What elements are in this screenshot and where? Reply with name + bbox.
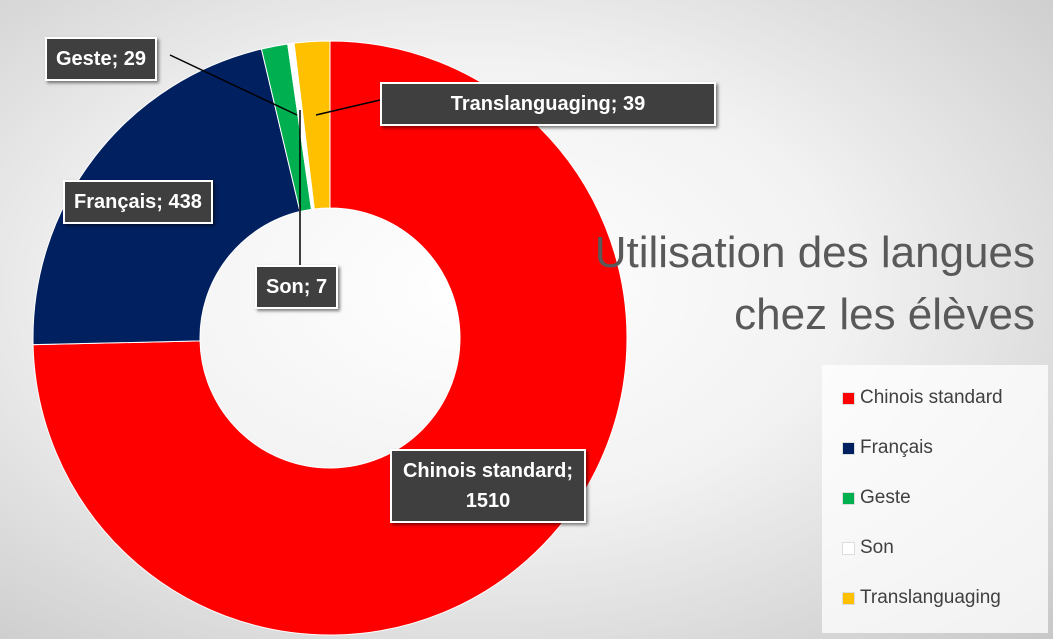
legend-item: Son: [842, 537, 894, 559]
donut-slice: [293, 40, 331, 210]
legend-label: Son: [860, 537, 894, 558]
data-label: Chinois standard; 1510: [390, 449, 586, 523]
legend-label: Translanguaging: [860, 587, 1001, 608]
legend-item: Français: [842, 437, 933, 459]
legend-swatch: [842, 391, 855, 405]
legend: Chinois standard Français Geste Son Translan…: [822, 365, 1048, 633]
data-label: Geste; 29: [45, 37, 158, 81]
legend-swatch: [842, 541, 855, 555]
legend-swatch: [842, 491, 855, 505]
data-label: Son; 7: [255, 265, 339, 309]
legend-item: Chinois standard: [842, 387, 1003, 409]
leader-line: [169, 54, 298, 116]
legend-label: Geste: [860, 487, 911, 508]
legend-item: Geste: [842, 487, 911, 509]
legend-swatch: [842, 441, 855, 455]
legend-swatch: [842, 591, 855, 605]
legend-item: Translanguaging: [842, 587, 1001, 609]
legend-label: Français: [860, 437, 933, 458]
data-label: Français; 438: [63, 180, 213, 224]
data-label: Translanguaging; 39: [380, 82, 716, 126]
leader-line: [315, 99, 381, 116]
legend-label: Chinois standard: [860, 387, 1003, 408]
chart-title: Utilisation des langues chez les élèves: [594, 228, 1035, 339]
